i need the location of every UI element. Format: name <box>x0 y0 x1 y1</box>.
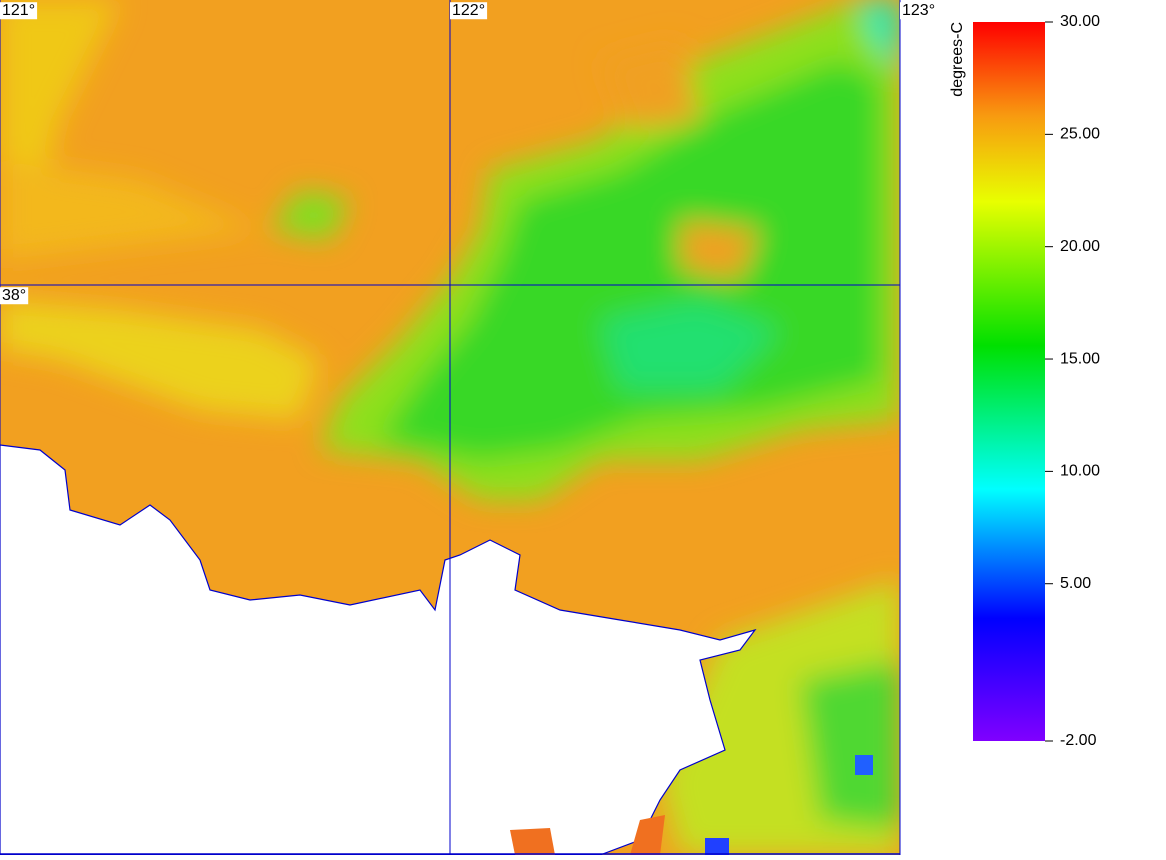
temperature-field <box>0 0 900 855</box>
colorbar-tick-label: 15.00 <box>1060 350 1100 367</box>
colorbar-tick-label: -2.00 <box>1060 732 1097 749</box>
label-background <box>450 2 488 20</box>
label-background <box>900 2 938 20</box>
colorbar-tick-label: 30.00 <box>1060 13 1100 30</box>
colorbar-tick-label: 25.00 <box>1060 126 1100 143</box>
lon-label: 123° <box>902 2 935 19</box>
cold-spot <box>705 838 729 855</box>
land <box>0 444 757 855</box>
coastal-patch <box>630 815 665 855</box>
label-background <box>0 287 29 305</box>
colorbar <box>973 22 1045 741</box>
colorbar-tick-label: 5.00 <box>1060 575 1091 592</box>
label-background <box>0 2 38 20</box>
graticule: 121° 122° 123° 38° <box>0 0 938 855</box>
colorbar-unit: degrees-C <box>949 22 966 97</box>
coastal-patch <box>510 828 555 855</box>
colorbar-tick-label: 20.00 <box>1060 238 1100 255</box>
lat-label: 38° <box>2 287 26 304</box>
cold-spot <box>855 755 873 775</box>
lon-label: 121° <box>2 2 35 19</box>
lon-label: 122° <box>452 2 485 19</box>
colorbar-tick-label: 10.00 <box>1060 463 1100 480</box>
